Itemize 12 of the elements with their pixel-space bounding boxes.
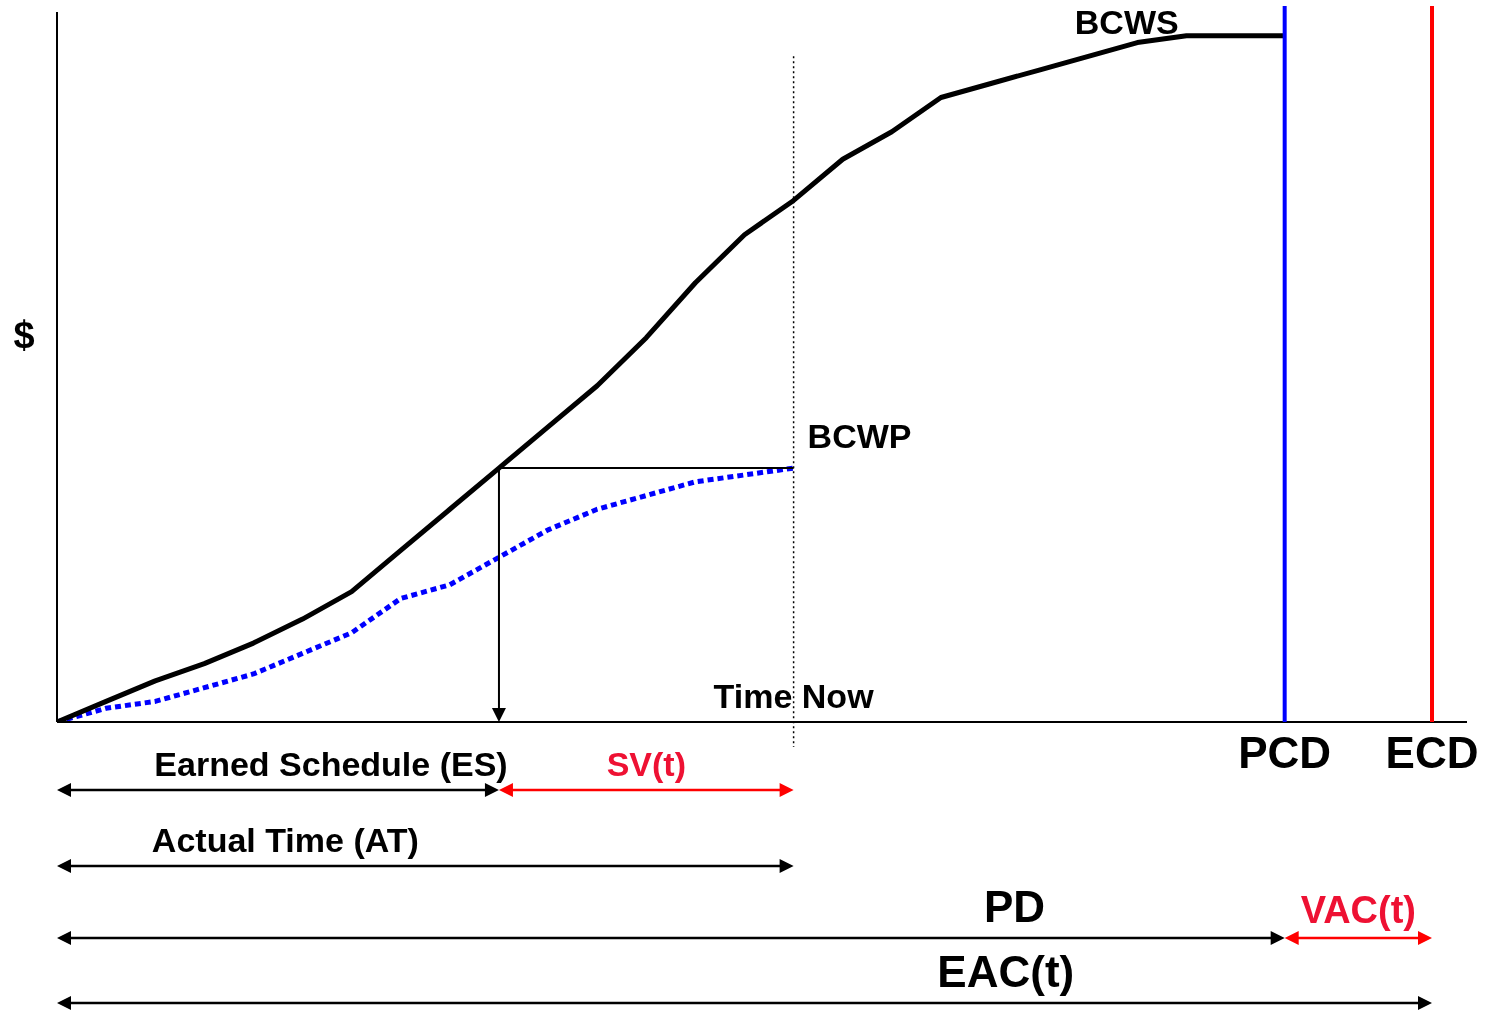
text: Actual Time (AT) bbox=[151, 821, 419, 860]
text: EAC(t) bbox=[937, 947, 1075, 997]
y-axis-title: $ bbox=[13, 314, 35, 357]
text: VAC(t) bbox=[1300, 889, 1417, 932]
series-label: BCWP bbox=[807, 417, 912, 456]
series-label: BCWS bbox=[1074, 3, 1179, 42]
text: Earned Schedule (ES) bbox=[154, 745, 508, 784]
text: ECD bbox=[1385, 728, 1479, 778]
text: PCD bbox=[1238, 728, 1332, 778]
text: SV(t) bbox=[606, 745, 686, 784]
text: PD bbox=[984, 882, 1046, 932]
annotation: Time Now bbox=[713, 677, 875, 716]
